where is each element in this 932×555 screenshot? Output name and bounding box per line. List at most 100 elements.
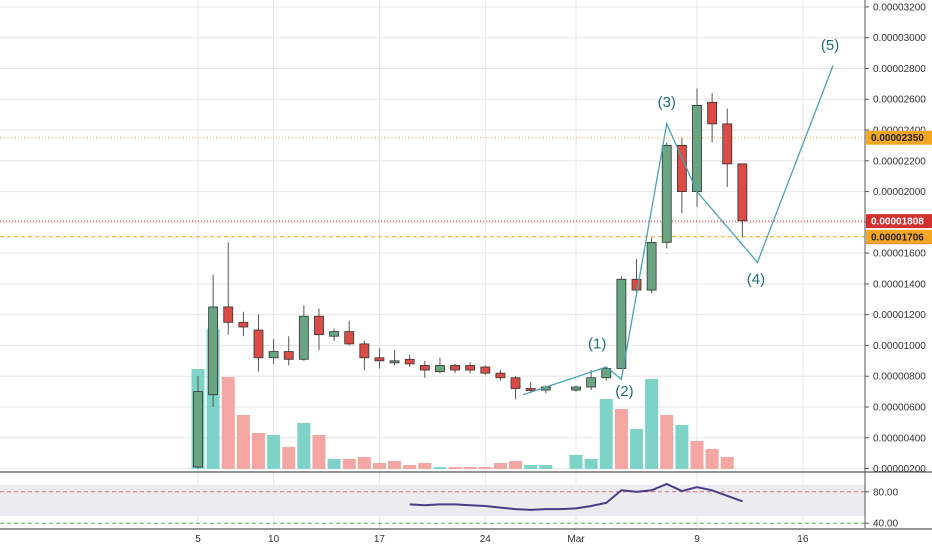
price-tick-label: 0.00001400 [873,279,926,290]
candle-up [646,241,657,291]
wave-label: (5) [821,37,839,54]
volume-bar [327,459,341,469]
volume-bar [418,463,432,469]
candle-up [268,351,279,359]
time-tick-label: 16 [797,534,809,545]
volume-bar [463,467,477,469]
candle-up [601,368,612,379]
candle-up [586,377,597,388]
candle-down [465,365,476,371]
candle-down [510,377,521,389]
volume-bar [297,423,311,469]
wave-label: (4) [747,271,765,288]
price-tick-label: 0.00002200 [873,156,926,167]
volume-bar [388,461,402,469]
wave-path [522,65,834,396]
horizontal-lines [0,137,865,238]
price-tag-level-bg [866,229,932,244]
candles [193,88,748,469]
price-tick-label: 0.00003000 [873,33,926,44]
price-tag-last-bg [866,214,932,229]
price-tick-label: 0.00001200 [873,310,926,321]
candle-up [329,331,339,337]
volume-bar [630,429,644,469]
volume-bar [614,409,628,469]
candle-up [692,105,702,192]
price-tick-label: 0.00003200 [873,2,926,13]
time-tick-label: 24 [480,534,492,545]
grid [0,0,865,528]
price-tag-last: 0.00001808 [871,217,924,228]
candle-down [707,101,718,125]
time-tick-label: 9 [694,534,700,545]
price-axis: 0.00000200 0.00000400 0.00000600 0.00000800… [864,0,932,530]
volume-bar [221,377,235,469]
candle-down [283,351,294,360]
candle-up [571,386,581,391]
candle-down [314,315,324,336]
wave-annotation: (1) (2) (3) (4) (5) [522,37,839,400]
candle-down [223,306,234,323]
volume-bar [342,459,356,469]
time-tick-label: Mar [567,534,585,545]
candle-up [298,315,309,360]
volume-bar [282,447,296,469]
volume-bars [191,329,734,469]
volume-bar [493,463,507,469]
candle-down [676,145,687,192]
volume-bar [478,467,492,469]
volume-bar [660,415,674,469]
candle-down [404,358,415,365]
volume-bar [312,435,326,469]
volume-bar [599,399,613,469]
volume-bar [251,433,265,469]
candle-down [238,321,249,328]
volume-bar [403,465,417,469]
candle-down [450,365,460,371]
wave-label: (3) [658,94,676,111]
price-tick-label: 0.00002800 [873,64,926,75]
candle-down [359,343,370,359]
candle-down [374,357,385,362]
volume-bar [539,465,553,469]
volume-bar [236,415,250,469]
price-tag-level: 0.00001706 [871,232,924,243]
candle-down [722,123,733,165]
candle-up [193,391,203,468]
wave-label: (1) [588,336,606,353]
volume-bar [705,449,719,469]
volume-bar [448,467,462,469]
volume-bar [584,459,598,469]
candle-down [344,331,355,345]
price-tick-label: 0.00002600 [873,95,926,106]
price-tick-label: 0.00001000 [873,341,926,352]
wave-label: (2) [615,383,633,400]
candle-down [631,278,642,291]
time-tick-label: 17 [374,534,386,545]
oscillator-pane [0,471,932,530]
price-tick-label: 0.00000400 [873,433,926,444]
oscillator-band [0,484,865,517]
candle-down [480,366,491,374]
price-tick-label: 0.00000200 [873,464,926,475]
volume-bar [372,463,386,469]
volume-bar [433,467,447,469]
volume-bar [569,455,583,469]
volume-bar [690,441,704,469]
volume-bar [509,461,523,469]
candle-down [495,372,506,379]
candle-up [616,278,627,369]
price-tag-level: 0.00002350 [871,133,924,144]
candle-down [419,365,430,371]
volume-bar [267,435,281,469]
oscillator-tick-label: 40.00 [873,519,898,530]
candle-down [253,329,264,359]
price-tick-label: 0.00001600 [873,249,926,260]
candle-down [525,388,536,391]
oscillator-tick-label: 80.00 [873,487,898,498]
price-tick-label: 0.00000600 [873,402,926,413]
candle-down [737,163,748,222]
candle-up [389,360,400,364]
